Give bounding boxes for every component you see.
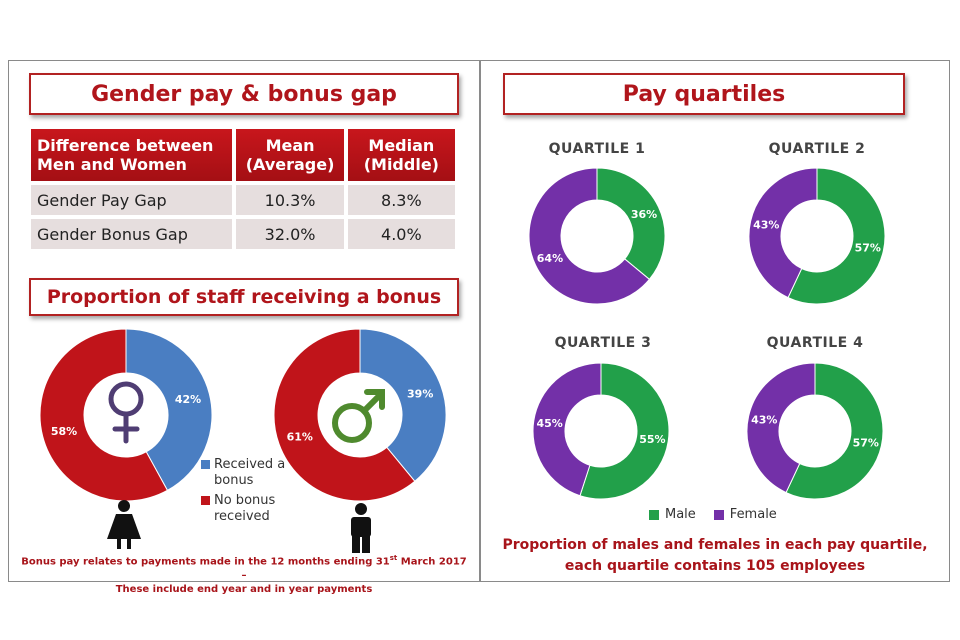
quartile-2-donut: 57% 43% xyxy=(748,167,886,305)
gender-gap-panel: Gender pay & bonus gap Difference betwee… xyxy=(8,60,480,595)
caption-line: each quartile contains 105 employees xyxy=(564,558,866,574)
legend-label: Male xyxy=(665,507,696,522)
slice-label: 43% xyxy=(751,414,777,427)
bonus-caption: Bonus pay relates to payments made in th… xyxy=(19,551,469,597)
legend-label: Received a bonus xyxy=(214,457,286,488)
slice-no-bonus-received xyxy=(39,328,169,502)
slice-received-a-bonus xyxy=(359,328,447,482)
slice-received-a-bonus xyxy=(125,328,213,492)
male-symbol-icon xyxy=(332,389,385,443)
slice-label: 57% xyxy=(855,241,881,254)
caption-line: These include end year and in year payme… xyxy=(115,584,373,596)
slice-male xyxy=(787,167,886,305)
quartile-2-label: QUARTILE 2 xyxy=(768,141,866,157)
pay-quartiles-panel: Pay quartiles QUARTILE 1 QUARTILE 2 QUAR… xyxy=(480,60,950,582)
bonus-donut-charts: 42% 58% 39% 61% xyxy=(39,328,447,553)
table-cell: 4.0% xyxy=(345,217,457,251)
legend-label: Female xyxy=(729,507,777,522)
caption-line: Bonus pay relates to payments made in th… xyxy=(21,554,467,582)
slice-female xyxy=(746,362,816,494)
slice-label: 42% xyxy=(175,393,201,406)
slice-male xyxy=(785,362,884,500)
slice-female xyxy=(528,167,651,305)
slice-no-bonus-received xyxy=(273,328,416,502)
slice-label: 61% xyxy=(287,431,313,444)
table-cell: 10.3% xyxy=(234,183,346,217)
legend-label: No bonus received xyxy=(214,493,276,524)
legend-swatch-received xyxy=(201,460,210,469)
table-cell: Gender Pay Gap xyxy=(29,183,235,217)
quartile-3-donut: 55% 45% xyxy=(532,362,670,500)
legend-swatch-male xyxy=(649,509,659,520)
quartile-3-label: QUARTILE 3 xyxy=(554,335,652,351)
legend-item-received: Received a bonus xyxy=(201,457,302,489)
woman-figure-icon xyxy=(107,500,141,549)
slice-label: 36% xyxy=(631,208,657,221)
slice-label: 58% xyxy=(51,425,77,438)
slice-label: 55% xyxy=(639,433,665,446)
man-figure-icon xyxy=(351,503,371,553)
female-symbol-icon xyxy=(108,381,144,444)
slice-female xyxy=(532,362,602,497)
slice-label: 43% xyxy=(753,219,779,232)
slice-male xyxy=(596,167,666,281)
table-row: Gender Bonus Gap 32.0% 4.0% xyxy=(29,217,457,251)
slice-label: 64% xyxy=(537,252,563,265)
table-cell: Gender Bonus Gap xyxy=(29,217,235,251)
table-cell: 32.0% xyxy=(234,217,346,251)
female-bonus-donut: 42% 58% xyxy=(39,328,213,502)
legend-item-no-bonus: No bonus received xyxy=(201,493,302,525)
legend-item-male: Male xyxy=(649,507,696,522)
legend-item-female: Female xyxy=(713,507,777,522)
slice-label: 39% xyxy=(407,387,433,400)
quartile-4-donut: 57% 43% xyxy=(746,362,884,500)
bonus-legend: Received a bonus No bonus received xyxy=(201,457,302,529)
quartile-1-label: QUARTILE 1 xyxy=(548,141,646,157)
table-cell: 8.3% xyxy=(345,183,457,217)
table-header-row: Difference between Men and Women Mean (A… xyxy=(29,127,457,183)
quartiles-title: Pay quartiles xyxy=(503,73,905,115)
quartile-4-label: QUARTILE 4 xyxy=(766,335,864,351)
quartiles-caption: Proportion of males and females in each … xyxy=(491,535,939,577)
legend-swatch-no-bonus xyxy=(201,496,210,505)
table-header: Median (Middle) xyxy=(345,127,457,183)
legend-swatch-female xyxy=(713,509,724,520)
gap-title: Gender pay & bonus gap xyxy=(29,73,459,115)
slice-female xyxy=(748,167,818,299)
male-bonus-donut: 39% 61% xyxy=(273,328,447,502)
quartile-donut-charts: 36% 64% 57% 43% 55% 45% 57% 43% xyxy=(528,167,886,500)
gap-table: Difference between Men and Women Mean (A… xyxy=(29,127,457,251)
bonus-title: Proportion of staff receiving a bonus xyxy=(29,278,459,316)
table-row: Gender Pay Gap 10.3% 8.3% xyxy=(29,183,457,217)
quartile-legend: Male Female xyxy=(649,507,777,522)
slice-label: 45% xyxy=(536,417,562,430)
table-header: Difference between Men and Women xyxy=(29,127,235,183)
slice-label: 57% xyxy=(853,436,879,449)
table-header: Mean (Average) xyxy=(234,127,346,183)
caption-line: Proportion of males and females in each … xyxy=(502,537,928,553)
slice-male xyxy=(579,362,670,500)
quartile-1-donut: 36% 64% xyxy=(528,167,666,305)
